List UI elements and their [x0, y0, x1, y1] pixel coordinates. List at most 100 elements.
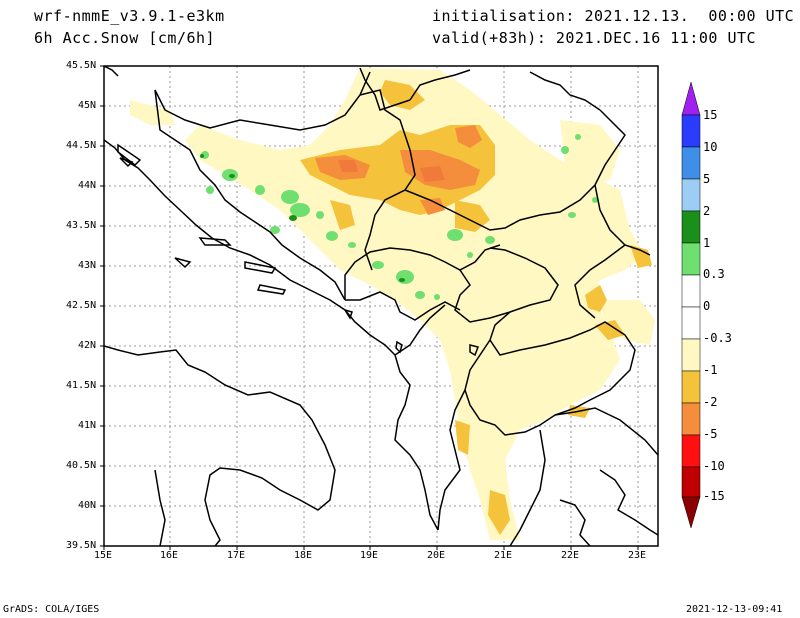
- map-ticks: [100, 65, 639, 550]
- island: [119, 157, 134, 168]
- colorbar-label: 0.3: [703, 267, 725, 281]
- border: [554, 407, 658, 456]
- border: [574, 244, 626, 319]
- colorbar-cell: [681, 242, 701, 276]
- border: [409, 69, 471, 101]
- model-title: wrf-nmmE_v3.9.1-e3km: [34, 7, 225, 25]
- border: [154, 89, 346, 301]
- colorbar-cell: [681, 178, 701, 212]
- coastlines-borders: [104, 66, 658, 546]
- lon-label: 19E: [360, 550, 379, 561]
- colorbar-label: 0: [703, 299, 711, 313]
- snow-area-medium: [595, 320, 625, 340]
- snow-shading: [130, 68, 655, 540]
- valid-time: valid(+83h): 2021.DEC.16 11:00 UTC: [432, 29, 757, 47]
- colorbar-cell: [681, 370, 701, 404]
- colorbar-label: 2: [703, 204, 711, 218]
- adriatic-coast: [104, 139, 439, 531]
- lon-label: 20E: [427, 550, 446, 561]
- colorbar-label: 5: [703, 172, 711, 186]
- colorbar-label: -2: [703, 395, 718, 409]
- lat-label: 45.5N: [66, 60, 97, 71]
- colorbar-label: -5: [703, 427, 718, 441]
- snow-area-darkorange: [338, 160, 358, 172]
- footer-credit: GrADS: COLA/IGES: [3, 604, 100, 615]
- lon-label: 21E: [494, 550, 513, 561]
- island: [117, 143, 142, 166]
- snow-area-medium: [488, 490, 510, 535]
- border: [437, 389, 466, 531]
- border: [344, 244, 501, 300]
- init-time: initialisation: 2021.12.13. 00:00 UTC: [432, 7, 795, 25]
- snow-area-medium: [330, 200, 355, 230]
- lake: [395, 340, 403, 354]
- snow-area-light: [185, 68, 645, 540]
- colorbar: [681, 81, 701, 529]
- colorbar-arrow-top: [681, 81, 701, 116]
- border: [509, 429, 546, 546]
- snow-area-medium: [380, 80, 425, 110]
- lon-label: 18E: [294, 550, 313, 561]
- colorbar-label: -1: [703, 363, 718, 377]
- snow-area-medium: [585, 285, 607, 312]
- snow-area-light: [560, 120, 620, 185]
- colorbar-label: -10: [703, 459, 725, 473]
- island: [244, 261, 277, 274]
- lat-label: 40.5N: [66, 460, 97, 471]
- italy-north-coast: [104, 66, 119, 77]
- melt-areas-dark-green: [200, 154, 405, 282]
- snow-area-light: [470, 320, 600, 420]
- lat-label: 40N: [78, 500, 97, 511]
- aegean-coast: [599, 469, 658, 536]
- border: [345, 291, 461, 321]
- lon-label: 17E: [227, 550, 246, 561]
- lat-label: 42N: [78, 340, 97, 351]
- colorbar-cell: [681, 210, 701, 244]
- colorbar-arrow-bottom: [681, 496, 701, 529]
- colorbar-label: -15: [703, 489, 725, 503]
- lat-label: 44N: [78, 180, 97, 191]
- footer-timestamp: 2021-12-13-09:41: [686, 604, 783, 615]
- border: [529, 71, 601, 111]
- colorbar-label: -0.3: [703, 331, 732, 345]
- lake: [343, 308, 353, 320]
- island: [174, 257, 192, 269]
- lon-label: 16E: [160, 550, 179, 561]
- snow-area-light: [130, 100, 175, 125]
- lat-label: 41.5N: [66, 380, 97, 391]
- colorbar-cell: [681, 434, 701, 468]
- lon-label: 22E: [561, 550, 580, 561]
- colorbar-cell: [681, 114, 701, 148]
- island: [198, 237, 232, 246]
- lat-label: 43.5N: [66, 220, 97, 231]
- snow-area-medium: [300, 125, 495, 215]
- aegean-coast: [559, 499, 591, 546]
- snow-area-light: [600, 300, 655, 345]
- colorbar-cell: [681, 466, 701, 498]
- lat-label: 45N: [78, 100, 97, 111]
- lon-label: 23E: [628, 550, 647, 561]
- italy-heel: [154, 469, 166, 546]
- snow-area-orange: [455, 125, 482, 148]
- colorbar-cell: [681, 306, 701, 340]
- lat-label: 43N: [78, 260, 97, 271]
- lake: [469, 344, 479, 357]
- border: [359, 67, 411, 111]
- field-title: 6h Acc.Snow [cm/6h]: [34, 29, 216, 47]
- snow-area-medium: [630, 245, 652, 268]
- colorbar-cell: [681, 338, 701, 372]
- lat-label: 41N: [78, 420, 97, 431]
- italy-coastline: [104, 345, 336, 546]
- snow-area-medium: [455, 420, 470, 455]
- colorbar-cell: [681, 402, 701, 436]
- lat-label: 44.5N: [66, 140, 97, 151]
- border: [594, 184, 651, 256]
- snow-area-darkorange: [420, 166, 445, 182]
- lat-label: 42.5N: [66, 300, 97, 311]
- island: [256, 284, 287, 295]
- lon-label: 15E: [94, 550, 113, 561]
- snow-area-orange: [420, 198, 445, 215]
- border: [464, 311, 636, 436]
- colorbar-cell: [681, 146, 701, 180]
- colorbar-label: 1: [703, 236, 711, 250]
